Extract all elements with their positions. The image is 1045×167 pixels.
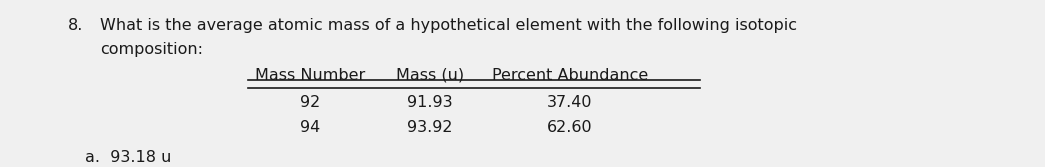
Text: 92: 92 bbox=[300, 95, 320, 110]
Text: 37.40: 37.40 bbox=[548, 95, 593, 110]
Text: 91.93: 91.93 bbox=[408, 95, 452, 110]
Text: Percent Abundance: Percent Abundance bbox=[492, 68, 648, 83]
Text: 62.60: 62.60 bbox=[548, 120, 593, 135]
Text: a.  93.18 u: a. 93.18 u bbox=[85, 150, 171, 165]
Text: composition:: composition: bbox=[100, 42, 203, 57]
Text: 8.: 8. bbox=[68, 18, 84, 33]
Text: Mass Number: Mass Number bbox=[255, 68, 365, 83]
Text: 93.92: 93.92 bbox=[408, 120, 452, 135]
Text: What is the average atomic mass of a hypothetical element with the following iso: What is the average atomic mass of a hyp… bbox=[100, 18, 797, 33]
Text: Mass (u): Mass (u) bbox=[396, 68, 464, 83]
Text: 94: 94 bbox=[300, 120, 320, 135]
